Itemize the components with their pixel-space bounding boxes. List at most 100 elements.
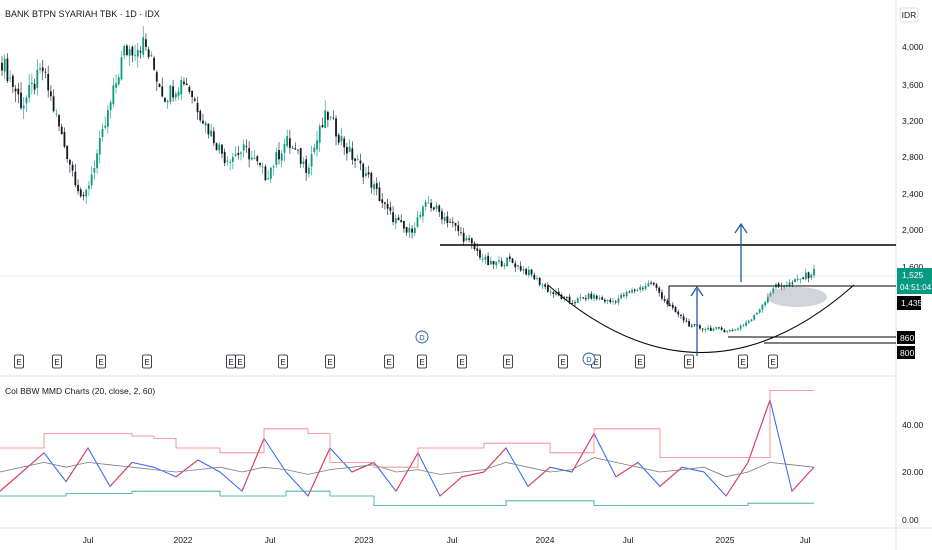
candle-body[interactable] (739, 325, 742, 329)
candle-body[interactable] (269, 167, 272, 179)
candle-body[interactable] (747, 320, 750, 323)
dividend-marker[interactable]: D (415, 330, 429, 344)
candle-body[interactable] (134, 54, 136, 56)
candle-body[interactable] (432, 207, 435, 210)
earnings-marker[interactable]: E (384, 354, 394, 369)
candle-body[interactable] (107, 110, 109, 127)
candle-body[interactable] (115, 83, 117, 88)
candle-body[interactable] (237, 152, 240, 155)
candle-body[interactable] (788, 282, 791, 287)
candle-body[interactable] (449, 221, 451, 223)
earnings-marker[interactable]: E (768, 354, 778, 369)
candle-body[interactable] (77, 184, 79, 192)
candle-body[interactable] (620, 294, 623, 299)
candle-body[interactable] (495, 261, 498, 266)
candle-body[interactable] (682, 316, 685, 321)
candle-body[interactable] (590, 293, 593, 299)
candle-body[interactable] (49, 91, 52, 97)
candle-body[interactable] (307, 167, 310, 175)
candle-body[interactable] (473, 243, 476, 249)
event-markers[interactable]: E E E E E E E E E E E E E E E E E EDD (14, 330, 778, 369)
candle-body[interactable] (631, 289, 633, 293)
candle-body[interactable] (153, 57, 155, 70)
candle-body[interactable] (36, 69, 39, 89)
candle-body[interactable] (430, 202, 432, 209)
candle-body[interactable] (123, 45, 126, 56)
candle-body[interactable] (663, 299, 666, 301)
candle-body[interactable] (202, 120, 204, 124)
candle-body[interactable] (250, 157, 253, 160)
candle-body[interactable] (807, 272, 810, 279)
candle-body[interactable] (335, 118, 337, 137)
candle-body[interactable] (120, 57, 123, 80)
candle-body[interactable] (261, 166, 264, 168)
candle-body[interactable] (530, 269, 533, 275)
candle-body[interactable] (403, 220, 405, 229)
candle-body[interactable] (299, 148, 302, 164)
candle-body[interactable] (367, 172, 370, 175)
candle-body[interactable] (422, 206, 424, 217)
candle-body[interactable] (272, 166, 275, 168)
candle-body[interactable] (568, 296, 571, 303)
target-arrow-up[interactable] (690, 285, 704, 356)
candle-body[interactable] (593, 294, 595, 299)
candle-body[interactable] (435, 205, 438, 209)
candle-body[interactable] (93, 168, 96, 173)
candle-body[interactable] (136, 49, 139, 57)
earnings-marker[interactable]: E (226, 354, 236, 369)
candle-body[interactable] (704, 329, 707, 331)
candle-body[interactable] (699, 325, 701, 329)
candle-body[interactable] (766, 296, 769, 303)
candle-body[interactable] (652, 282, 655, 285)
price-axis[interactable]: 4,000 3,600 3,200 2,800 2,400 2,000 1,60… (902, 42, 924, 272)
candle-body[interactable] (549, 291, 552, 293)
time-axis[interactable]: Jul 2022 Jul 2023 Jul 2024 Jul 2025 Jul (83, 535, 811, 545)
candle-body[interactable] (259, 162, 261, 166)
candle-body[interactable] (348, 146, 351, 153)
candle-body[interactable] (375, 183, 378, 189)
candle-body[interactable] (511, 258, 514, 263)
candle-body[interactable] (90, 174, 93, 186)
candle-body[interactable] (479, 249, 481, 258)
bbw-lower-band[interactable] (0, 490, 814, 506)
candle-body[interactable] (356, 159, 359, 161)
candle-body[interactable] (280, 153, 283, 161)
candle-body[interactable] (810, 274, 813, 278)
candle-body[interactable] (79, 189, 82, 197)
candle-body[interactable] (226, 160, 229, 162)
candle-body[interactable] (598, 297, 601, 299)
candle-body[interactable] (234, 154, 237, 156)
candle-body[interactable] (772, 288, 775, 293)
earnings-marker[interactable]: E (503, 354, 513, 369)
candle-body[interactable] (392, 212, 394, 223)
candle-body[interactable] (764, 302, 767, 306)
candle-body[interactable] (288, 138, 291, 148)
candle-body[interactable] (677, 311, 680, 315)
candle-body[interactable] (82, 194, 85, 197)
candle-body[interactable] (742, 325, 745, 327)
candle-body[interactable] (546, 285, 549, 292)
candle-body[interactable] (633, 289, 636, 291)
candle-body[interactable] (101, 129, 104, 137)
candle-body[interactable] (318, 126, 321, 143)
candle-body[interactable] (416, 217, 419, 227)
candle-body[interactable] (294, 148, 297, 150)
candle-body[interactable] (183, 81, 185, 85)
candle-body[interactable] (601, 297, 604, 300)
candle-body[interactable] (701, 328, 704, 330)
candle-body[interactable] (126, 45, 128, 55)
candle-body[interactable] (484, 256, 487, 260)
candle-body[interactable] (275, 152, 278, 166)
level-badge-800[interactable]: 800 (897, 346, 915, 359)
candle-body[interactable] (576, 298, 579, 303)
candle-body[interactable] (783, 286, 786, 288)
candle-body[interactable] (639, 287, 642, 290)
candle-body[interactable] (804, 272, 807, 280)
candle-body[interactable] (256, 156, 259, 162)
candle-body[interactable] (174, 93, 177, 98)
candle-body[interactable] (128, 49, 131, 56)
candle-body[interactable] (522, 269, 525, 271)
candle-body[interactable] (617, 298, 620, 303)
candle-body[interactable] (14, 88, 17, 92)
dividend-marker[interactable]: D (582, 352, 596, 366)
